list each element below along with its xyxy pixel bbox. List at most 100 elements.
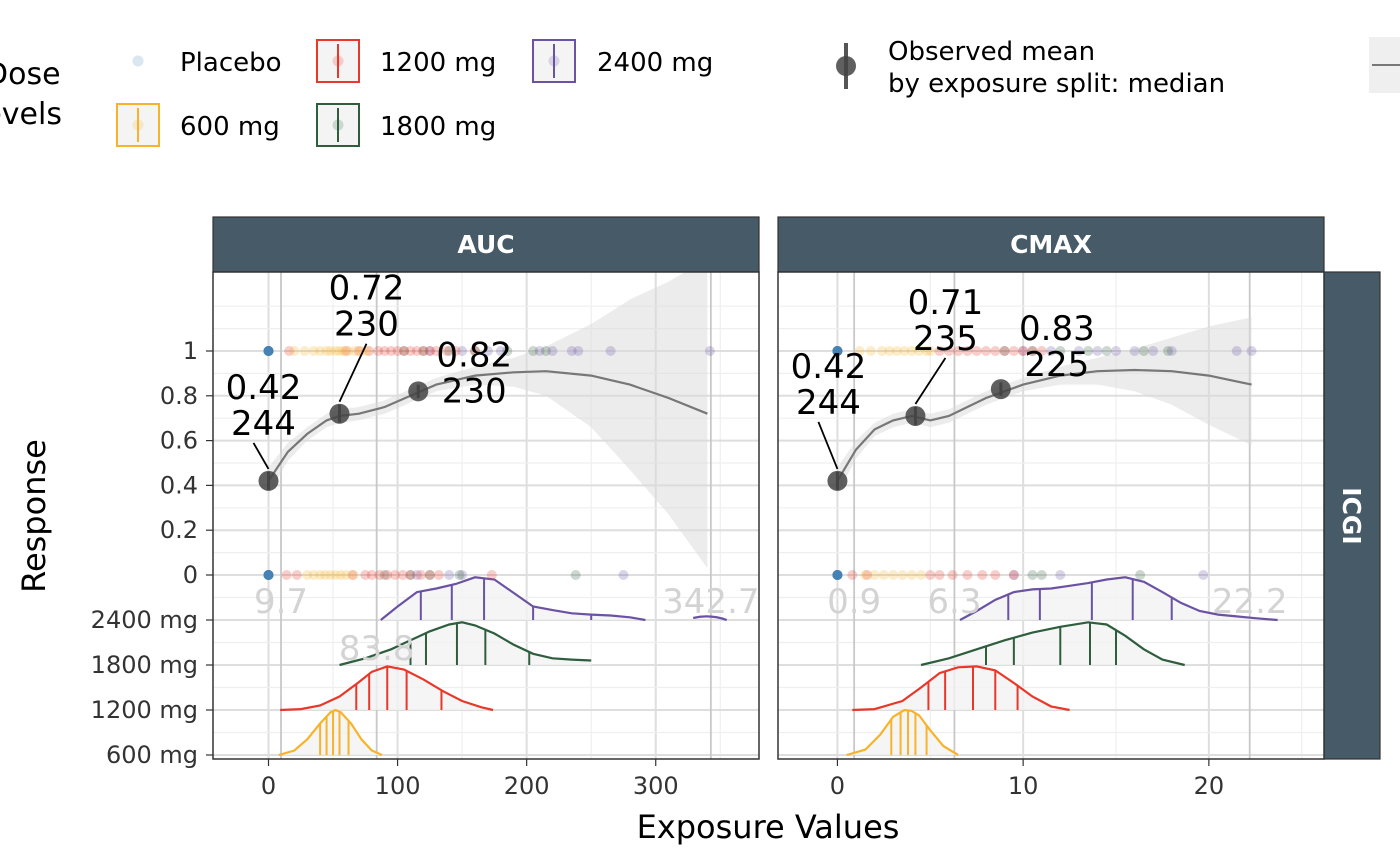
- scatter-point: [1163, 346, 1173, 356]
- legend-item-placebo: Placebo: [132, 48, 282, 78]
- scatter-point: [373, 346, 384, 356]
- scatter-point: [999, 346, 1010, 356]
- observed-mean-point: [905, 405, 926, 426]
- y-axis-title: Response: [15, 439, 53, 593]
- strip-auc-label: AUC: [457, 230, 514, 259]
- scatter-point: [263, 570, 274, 580]
- legend-title-line: levels: [0, 97, 62, 132]
- scatter-point: [888, 570, 899, 580]
- scatter-point: [1018, 346, 1029, 356]
- legend-key-point: [332, 119, 344, 131]
- scatter-point: [990, 346, 1001, 356]
- scatter-point: [897, 570, 908, 580]
- density-1800-mg: [920, 621, 1185, 667]
- x-tick-label: 200: [504, 772, 550, 800]
- scatter-point: [1027, 346, 1038, 356]
- observed-mean-leader: [252, 442, 270, 470]
- scatter-point: [399, 346, 410, 356]
- scatter-point: [916, 570, 926, 580]
- scatter-point: [981, 346, 991, 356]
- observed-mean-label: 0.42: [791, 347, 867, 387]
- scatter-point: [934, 570, 945, 580]
- scatter-point: [450, 346, 461, 356]
- scatter-point: [418, 346, 429, 356]
- x-tick-label: 10: [1008, 772, 1039, 800]
- scatter-point: [411, 346, 422, 356]
- density-fill: [380, 577, 646, 620]
- scatter-point: [482, 346, 493, 356]
- scatter-point: [1083, 346, 1094, 356]
- panel-border: [212, 271, 760, 760]
- scatter-point: [379, 346, 390, 356]
- smooth-line: [836, 368, 1252, 482]
- scatter-point: [1027, 346, 1038, 356]
- legend-label: 1200 mg: [380, 48, 496, 78]
- scatter-point: [1231, 346, 1242, 356]
- scatter-point: [1148, 346, 1159, 356]
- scatter-point: [486, 570, 497, 580]
- observed-mean-label: 0.82: [436, 335, 512, 375]
- scatter-point: [891, 346, 902, 356]
- scatter-point: [566, 346, 577, 356]
- density-curve: [959, 576, 1278, 622]
- panel-border: [777, 271, 1325, 760]
- scatter-point: [289, 346, 300, 356]
- scatter-point: [330, 346, 341, 356]
- scatter-point: [315, 346, 326, 356]
- scatter-point: [618, 570, 629, 580]
- scatter-point: [299, 346, 310, 356]
- scatter-point: [330, 570, 341, 580]
- scatter-point: [934, 346, 945, 356]
- density-curve: [920, 621, 1185, 667]
- x-axis-title: Exposure Values: [637, 808, 900, 846]
- scatter-point: [281, 570, 292, 580]
- observed-mean-point: [329, 403, 350, 424]
- scatter-point: [470, 346, 481, 356]
- scatter-point: [325, 346, 336, 356]
- observed-mean-point: [827, 470, 848, 491]
- scatter-point: [1055, 570, 1066, 580]
- scatter-point: [386, 346, 397, 356]
- scatter-point: [573, 346, 584, 356]
- strip-right-label: ICGI: [1337, 487, 1366, 544]
- legend-key-point: [132, 119, 144, 131]
- density-curve: [278, 708, 383, 757]
- legend-key-point: [132, 55, 144, 67]
- scatter-point: [444, 346, 455, 356]
- observed-mean-label: 244: [231, 404, 296, 444]
- scatter-point: [392, 346, 403, 356]
- scatter-point: [441, 346, 452, 356]
- observed-mean-label: 230: [442, 371, 507, 411]
- observed-mean-label: 0.71: [908, 283, 984, 323]
- scatter-point: [457, 570, 468, 580]
- legend-observed-label: Observed mean: [888, 37, 1095, 67]
- strip-cmax-label: CMAX: [1010, 230, 1092, 259]
- scatter-point: [343, 346, 354, 356]
- scatter-point: [1073, 346, 1084, 356]
- panel-plot-area: 9.7 83.8 342.7: [254, 272, 759, 757]
- scatter-point: [977, 570, 988, 580]
- scatter-point: [338, 346, 349, 356]
- observed-mean-label: 0.83: [1019, 309, 1095, 349]
- legend-label: 600 mg: [180, 112, 280, 142]
- scatter-point: [1101, 346, 1112, 356]
- density-1200-mg: [280, 665, 494, 712]
- scatter-point: [570, 570, 581, 580]
- scatter-point: [1198, 570, 1209, 580]
- scatter-point: [906, 346, 917, 356]
- scatter-point: [390, 570, 400, 580]
- scatter-point: [925, 570, 936, 580]
- scatter-point: [999, 346, 1010, 356]
- scatter-point: [1055, 346, 1066, 356]
- observed-mean-point: [408, 381, 429, 402]
- scatter-point: [340, 346, 351, 356]
- scatter-point: [528, 346, 539, 356]
- scatter-point: [971, 346, 982, 356]
- reference-vline-label: 0.9: [827, 582, 881, 622]
- scatter-point: [605, 346, 616, 356]
- scatter-point: [320, 570, 331, 580]
- density-600-mg: [278, 708, 383, 757]
- scatter-point: [334, 346, 345, 356]
